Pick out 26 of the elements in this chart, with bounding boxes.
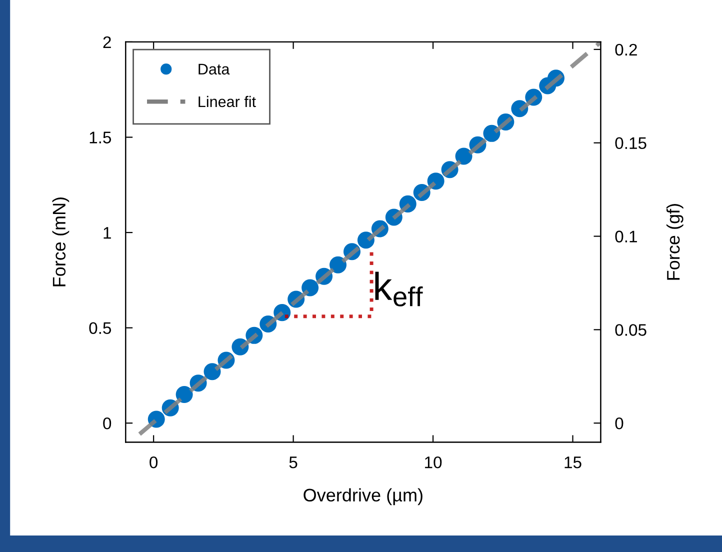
x-tick-label: 15 [564, 456, 582, 468]
y2-tick-label: 0.1 [615, 230, 637, 242]
point [204, 363, 221, 380]
x-tick-label: 5 [289, 456, 298, 468]
point [302, 279, 319, 296]
legend-label: Data [198, 64, 230, 75]
legend-label: Linear fit [198, 96, 256, 108]
y-tick-label: 0 [103, 417, 112, 430]
x-tick-label: 10 [425, 456, 442, 468]
x-tick-label: 0 [150, 456, 158, 468]
y2-tick-label: 0.2 [615, 44, 637, 56]
point [176, 386, 193, 404]
point [330, 256, 347, 274]
y-tick-label: 0.5 [89, 322, 112, 334]
y2-tick-label: 0.05 [615, 324, 646, 336]
y-tick-label: 1.5 [90, 132, 112, 144]
point [483, 124, 500, 142]
point [455, 148, 472, 165]
y2-tick-label: 0.15 [615, 137, 646, 150]
annotation: k$_{eff}$ [375, 272, 423, 306]
y-tick-label: 1 [104, 227, 111, 239]
y-tick-label: 2 [103, 36, 111, 48]
x-axis-title: Overdrive (µm) [304, 488, 422, 506]
y-axis-title: Force (mN) [52, 198, 70, 286]
y2-axis-title: Force (gf) [666, 204, 684, 280]
y2-tick-label: 0 [615, 417, 624, 430]
